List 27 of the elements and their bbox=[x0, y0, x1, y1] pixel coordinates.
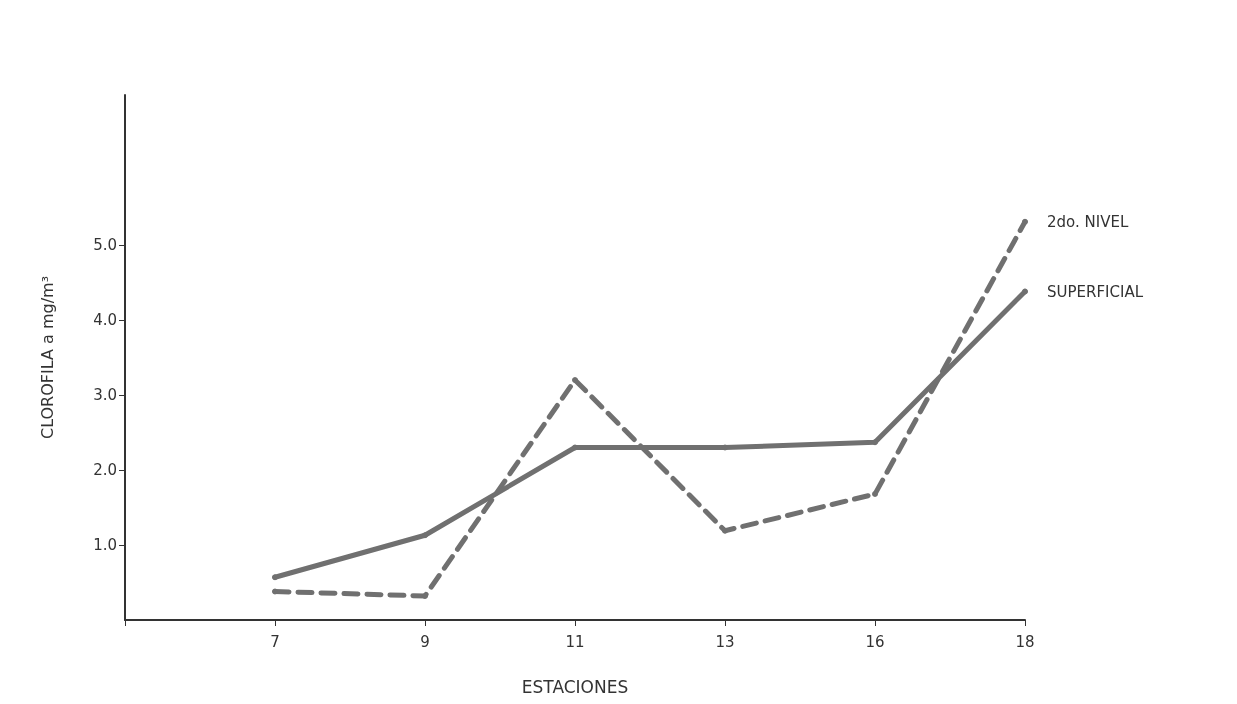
point bbox=[1022, 288, 1028, 295]
point bbox=[422, 532, 428, 539]
x-tick-label: 9 bbox=[420, 632, 430, 651]
point bbox=[572, 377, 578, 383]
x-axis-title: ESTACIONES bbox=[521, 676, 629, 697]
y-tick-label: 1.0 bbox=[93, 536, 117, 554]
point bbox=[422, 593, 428, 599]
point bbox=[872, 491, 878, 497]
x-tick-label: 7 bbox=[270, 632, 280, 651]
y-tick-label: 3.0 bbox=[93, 386, 117, 404]
x-tick-label: 13 bbox=[715, 632, 735, 651]
point bbox=[272, 588, 278, 595]
point bbox=[722, 444, 728, 451]
point bbox=[1022, 218, 1028, 225]
series-label: SUPERFICIAL bbox=[1047, 282, 1144, 301]
series-label: 2do. NIVEL bbox=[1047, 212, 1129, 231]
y-tick-label: 4.0 bbox=[93, 311, 117, 329]
y-tick-label: 2.0 bbox=[93, 461, 117, 479]
y-tick-label: 5.0 bbox=[93, 236, 117, 254]
y-axis-title: CLOROFILA a mg/m³ bbox=[37, 275, 57, 440]
point bbox=[572, 444, 578, 451]
x-tick-label: 16 bbox=[865, 632, 885, 651]
point bbox=[872, 439, 878, 446]
x-tick-label: 11 bbox=[565, 632, 585, 651]
point bbox=[722, 527, 728, 534]
point bbox=[272, 574, 278, 581]
x-tick-label: 18 bbox=[1015, 632, 1035, 651]
